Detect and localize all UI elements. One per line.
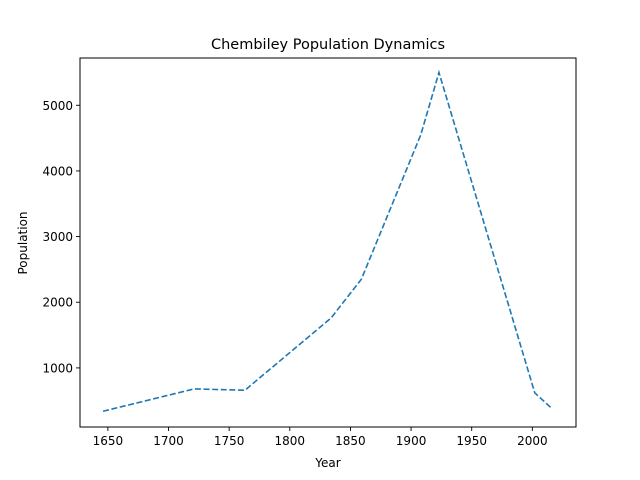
x-tick-label: 1900 <box>396 434 427 448</box>
chart-title: Chembiley Population Dynamics <box>211 37 445 53</box>
y-tick-label: 2000 <box>42 296 73 310</box>
y-tick-label: 4000 <box>42 164 73 178</box>
y-axis-label: Population <box>16 211 30 274</box>
axes-frame <box>79 57 577 428</box>
x-tick-label: 2000 <box>517 434 548 448</box>
x-tick-label: 1650 <box>93 434 124 448</box>
x-tick-label: 1750 <box>214 434 245 448</box>
y-tick-label: 3000 <box>42 230 73 244</box>
y-axis: 1000 2000 3000 4000 5000 <box>42 99 80 375</box>
x-tick-label: 1700 <box>153 434 184 448</box>
y-tick-label: 5000 <box>42 99 73 113</box>
x-axis-label: Year <box>314 456 340 470</box>
x-tick-label: 1950 <box>456 434 487 448</box>
x-axis: 1650 1700 1750 1800 1850 1900 1950 2000 <box>93 427 548 448</box>
series-line-0 <box>102 69 552 413</box>
x-tick-label: 1850 <box>335 434 366 448</box>
y-tick-label: 1000 <box>42 361 73 375</box>
plot-area <box>102 69 552 413</box>
x-tick-label: 1800 <box>275 434 306 448</box>
